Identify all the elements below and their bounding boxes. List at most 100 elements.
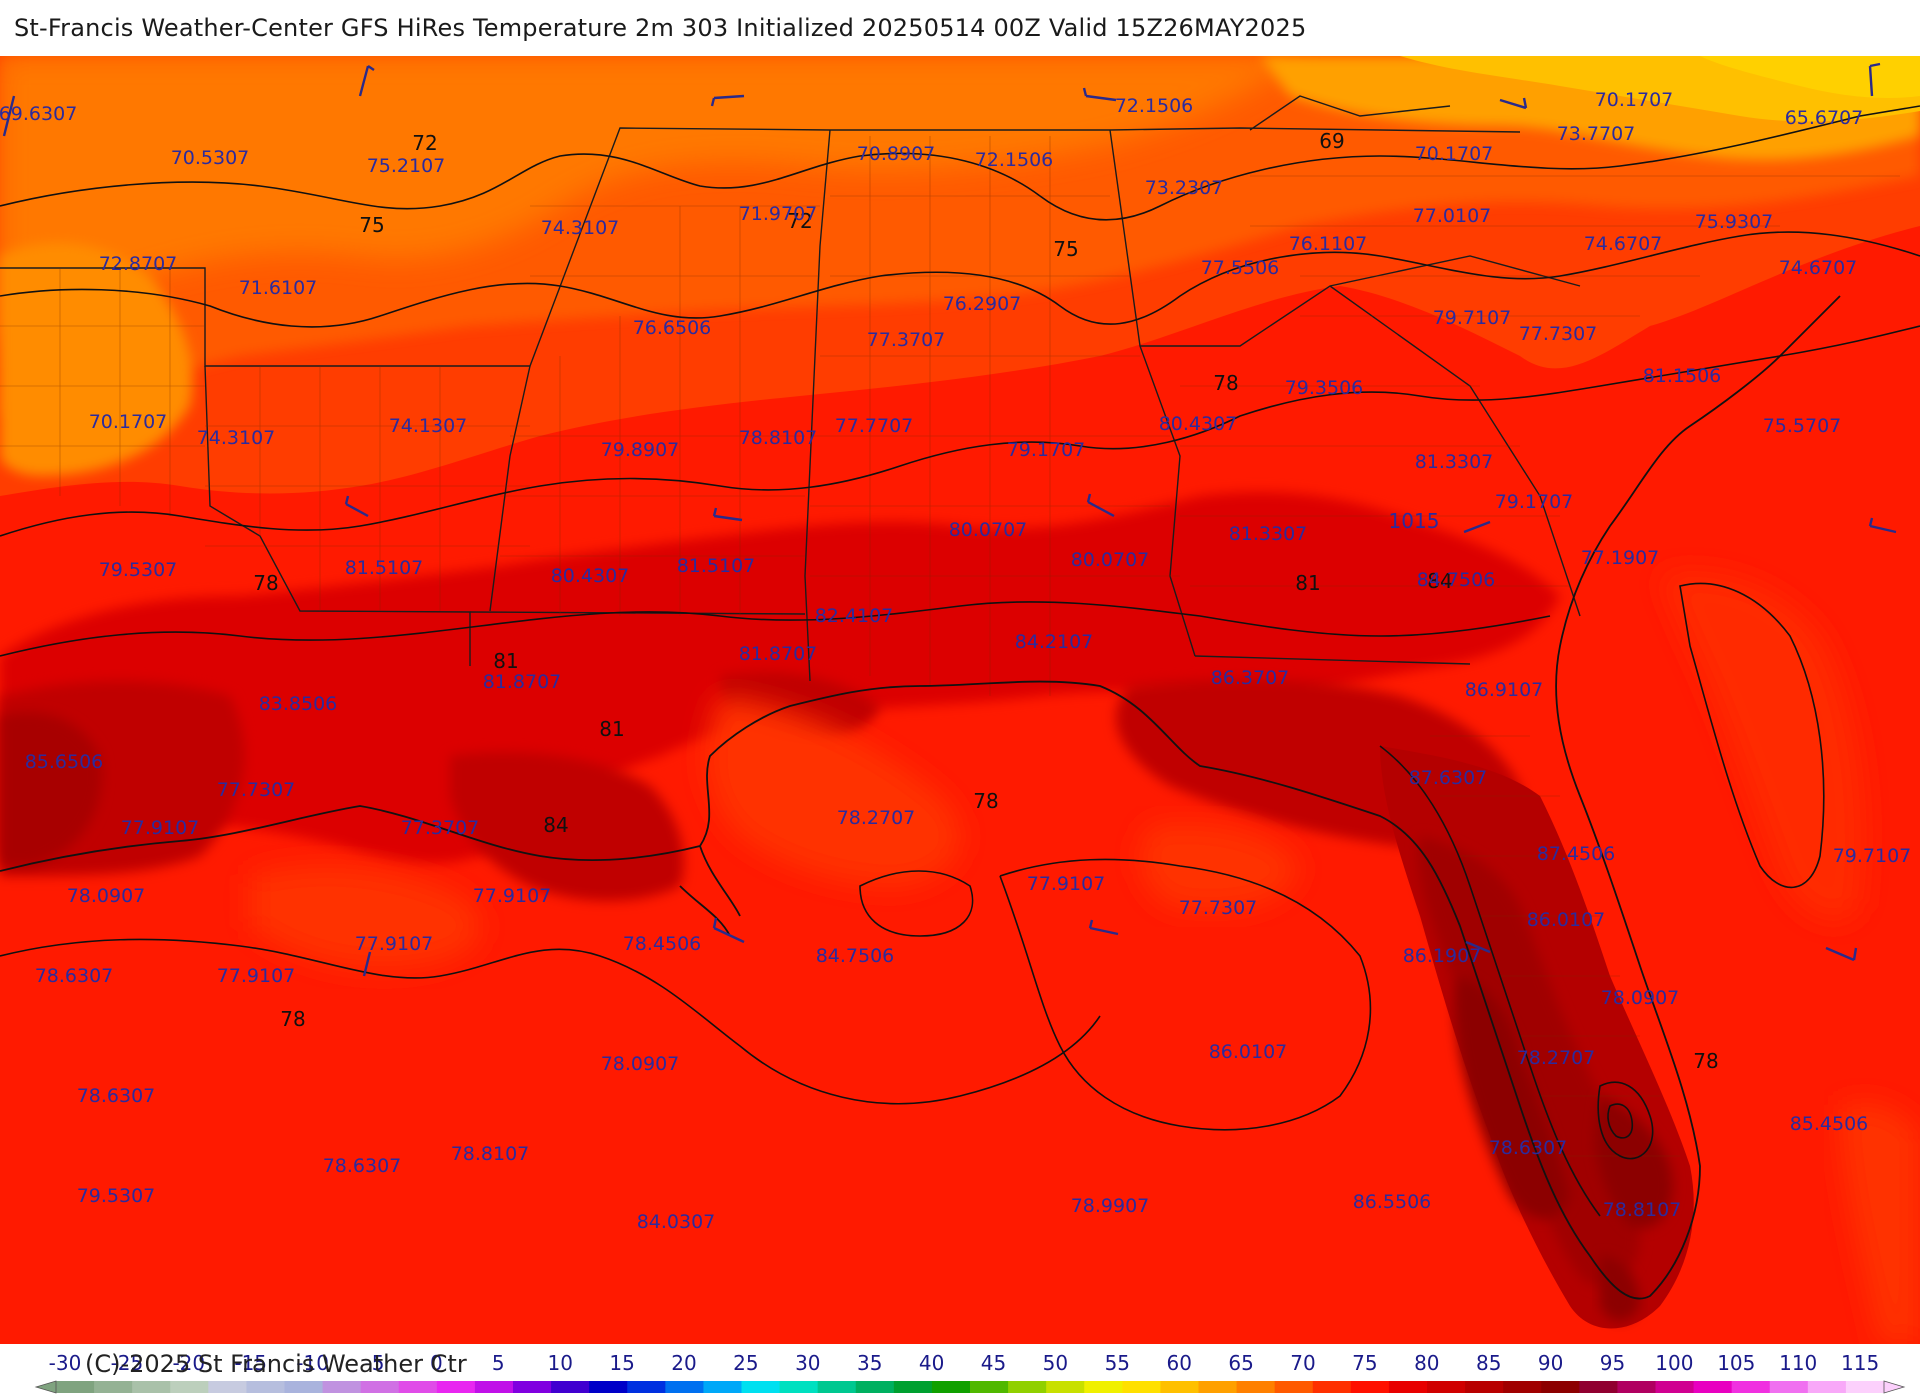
colorbar-cell [1465, 1381, 1504, 1393]
colorbar-tick-label: 70 [1290, 1351, 1315, 1375]
colorbar-cell [1198, 1381, 1238, 1393]
isotherm-label: 72 [412, 131, 437, 155]
temperature-reading: 78.0907 [601, 1053, 680, 1075]
colorbar-cell [284, 1381, 324, 1393]
temperature-reading: 86.0107 [1527, 909, 1606, 931]
temperature-reading: 77.9107 [473, 885, 552, 907]
temperature-reading: 77.9107 [355, 933, 434, 955]
gulf-warm-patches [250, 573, 1920, 1344]
temperature-map: 72 75 72 75 69 78 78 81 84 81 81 78 84 7… [0, 56, 1920, 1344]
wind-barb [1465, 940, 1491, 954]
colorbar-cell [94, 1381, 133, 1393]
isotherm-label: 72 [787, 209, 812, 233]
temperature-reading: 82.4107 [815, 605, 894, 627]
temperature-reading: 75.5707 [1763, 415, 1842, 437]
colorbar-cell [1084, 1381, 1123, 1393]
colorbar-tick-label: 30 [795, 1351, 820, 1375]
colorbar-tick-label: 40 [919, 1351, 944, 1375]
colorbar-tick-label: 105 [1717, 1351, 1755, 1375]
copyright-notice: (C)-2025 St Francis Weather Ctr [85, 1350, 467, 1378]
temperature-reading: 87.4506 [1537, 843, 1616, 865]
colorbar-tick-label: 10 [547, 1351, 572, 1375]
temperature-reading: 85.6506 [25, 751, 104, 773]
temperature-reading: 86.0107 [1209, 1041, 1288, 1063]
colorbar-cell [513, 1381, 552, 1393]
temperature-reading: 78.8107 [451, 1143, 530, 1165]
wind-barb [358, 65, 375, 97]
temperature-reading: 80.0707 [1071, 549, 1150, 571]
colorbar-tick-label: -30 [49, 1351, 82, 1375]
isotherm-label: 84 [543, 813, 568, 837]
temperature-reading: 70.1707 [89, 411, 168, 433]
temperature-reading: 70.8907 [857, 143, 936, 165]
isotherm-label: 75 [359, 213, 384, 237]
wind-barb [712, 917, 745, 944]
colorbar-cell [1427, 1381, 1466, 1393]
colorbar-tick-label: 35 [857, 1351, 882, 1375]
colorbar-cell [1807, 1381, 1847, 1393]
colorbar-cell [1503, 1381, 1542, 1393]
temperature-reading: 81.1506 [1643, 365, 1722, 387]
colorbar-cell [1617, 1381, 1657, 1393]
colorbar-cell [56, 1381, 95, 1393]
colorbar-cell [970, 1381, 1009, 1393]
temperature-reading: 79.8907 [601, 439, 680, 461]
colorbar-tick-label: 80 [1414, 1351, 1439, 1375]
temperature-reading: 84.7506 [1417, 569, 1496, 591]
isotherm-label: 78 [973, 789, 998, 813]
temperature-reading: 81.3307 [1229, 523, 1308, 545]
colorbar-cell [1731, 1381, 1771, 1393]
isotherm-label: 81 [599, 717, 624, 741]
isotherm-label: 78 [1213, 371, 1238, 395]
colorbar-tick-label: 20 [671, 1351, 696, 1375]
colorbar-tick-label: 65 [1228, 1351, 1253, 1375]
colorbar-tick-label: 5 [492, 1351, 505, 1375]
colorbar-cell [1350, 1381, 1390, 1393]
colorbar-tick-label: -20 [172, 1351, 205, 1375]
colorbar-cell [1122, 1381, 1162, 1393]
wind-barb [1868, 517, 1897, 534]
colorbar-cell [1388, 1381, 1428, 1393]
wind-barbs [2, 62, 1897, 977]
colorbar-cell [551, 1381, 590, 1393]
colorbar-cell [741, 1381, 781, 1393]
temperature-reading: 77.7707 [835, 415, 914, 437]
temperature-reading: 79.1707 [1495, 491, 1574, 513]
temperature-reading: 72.1506 [1115, 95, 1194, 117]
temperature-reading: 80.4307 [1159, 413, 1238, 435]
temperature-colorbar: -30 -25 -20 -15 -10 -5 0 5 10 15 20 25 30 35 40 45 50 55 6… [34, 1351, 1906, 1394]
temperature-reading: 81.5107 [345, 557, 424, 579]
colorbar-cell [1274, 1381, 1314, 1393]
colorbar-tick-label: 115 [1841, 1351, 1879, 1375]
colorbar-tick-label: 50 [1043, 1351, 1068, 1375]
map-title: St-Francis Weather-Center GFS HiRes Temp… [14, 14, 1307, 42]
temperature-reading: 76.2907 [943, 293, 1022, 315]
temperature-reading: 77.1907 [1581, 547, 1660, 569]
isotherm-label: 78 [253, 571, 278, 595]
colorbar-cell [1236, 1381, 1276, 1393]
temperature-reading: 86.9107 [1465, 679, 1544, 701]
temperature-reading: 79.1707 [1007, 439, 1086, 461]
temperature-reading: 80.4307 [551, 565, 630, 587]
colorbar-cell [436, 1381, 476, 1393]
temperature-reading: 70.1707 [1415, 143, 1494, 165]
temperature-reading: 76.6506 [633, 317, 712, 339]
temperature-reading: 87.6307 [1409, 767, 1488, 789]
colorbar-cell [665, 1381, 705, 1393]
temperature-reading: 71.6107 [239, 277, 318, 299]
wind-barb [710, 94, 745, 107]
temperature-reading: 65.6707 [1785, 107, 1864, 129]
colorbar-tick-label: 0 [430, 1351, 443, 1375]
temperature-reading: 78.0907 [67, 885, 146, 907]
temperature-reading: 76.1107 [1289, 233, 1368, 255]
isotherm-label: 81 [493, 649, 518, 673]
temperature-reading: 74.1307 [389, 415, 468, 437]
wind-barb [2, 95, 16, 137]
colorbar-cell [1312, 1381, 1352, 1393]
colorbar-tick-label: -15 [234, 1351, 267, 1375]
colorbar-cell [1008, 1381, 1047, 1393]
colorbar-cell [360, 1381, 400, 1393]
wind-barb [344, 495, 369, 518]
isotherm-label: 69 [1319, 129, 1344, 153]
temperature-reading: 70.5307 [171, 147, 250, 169]
